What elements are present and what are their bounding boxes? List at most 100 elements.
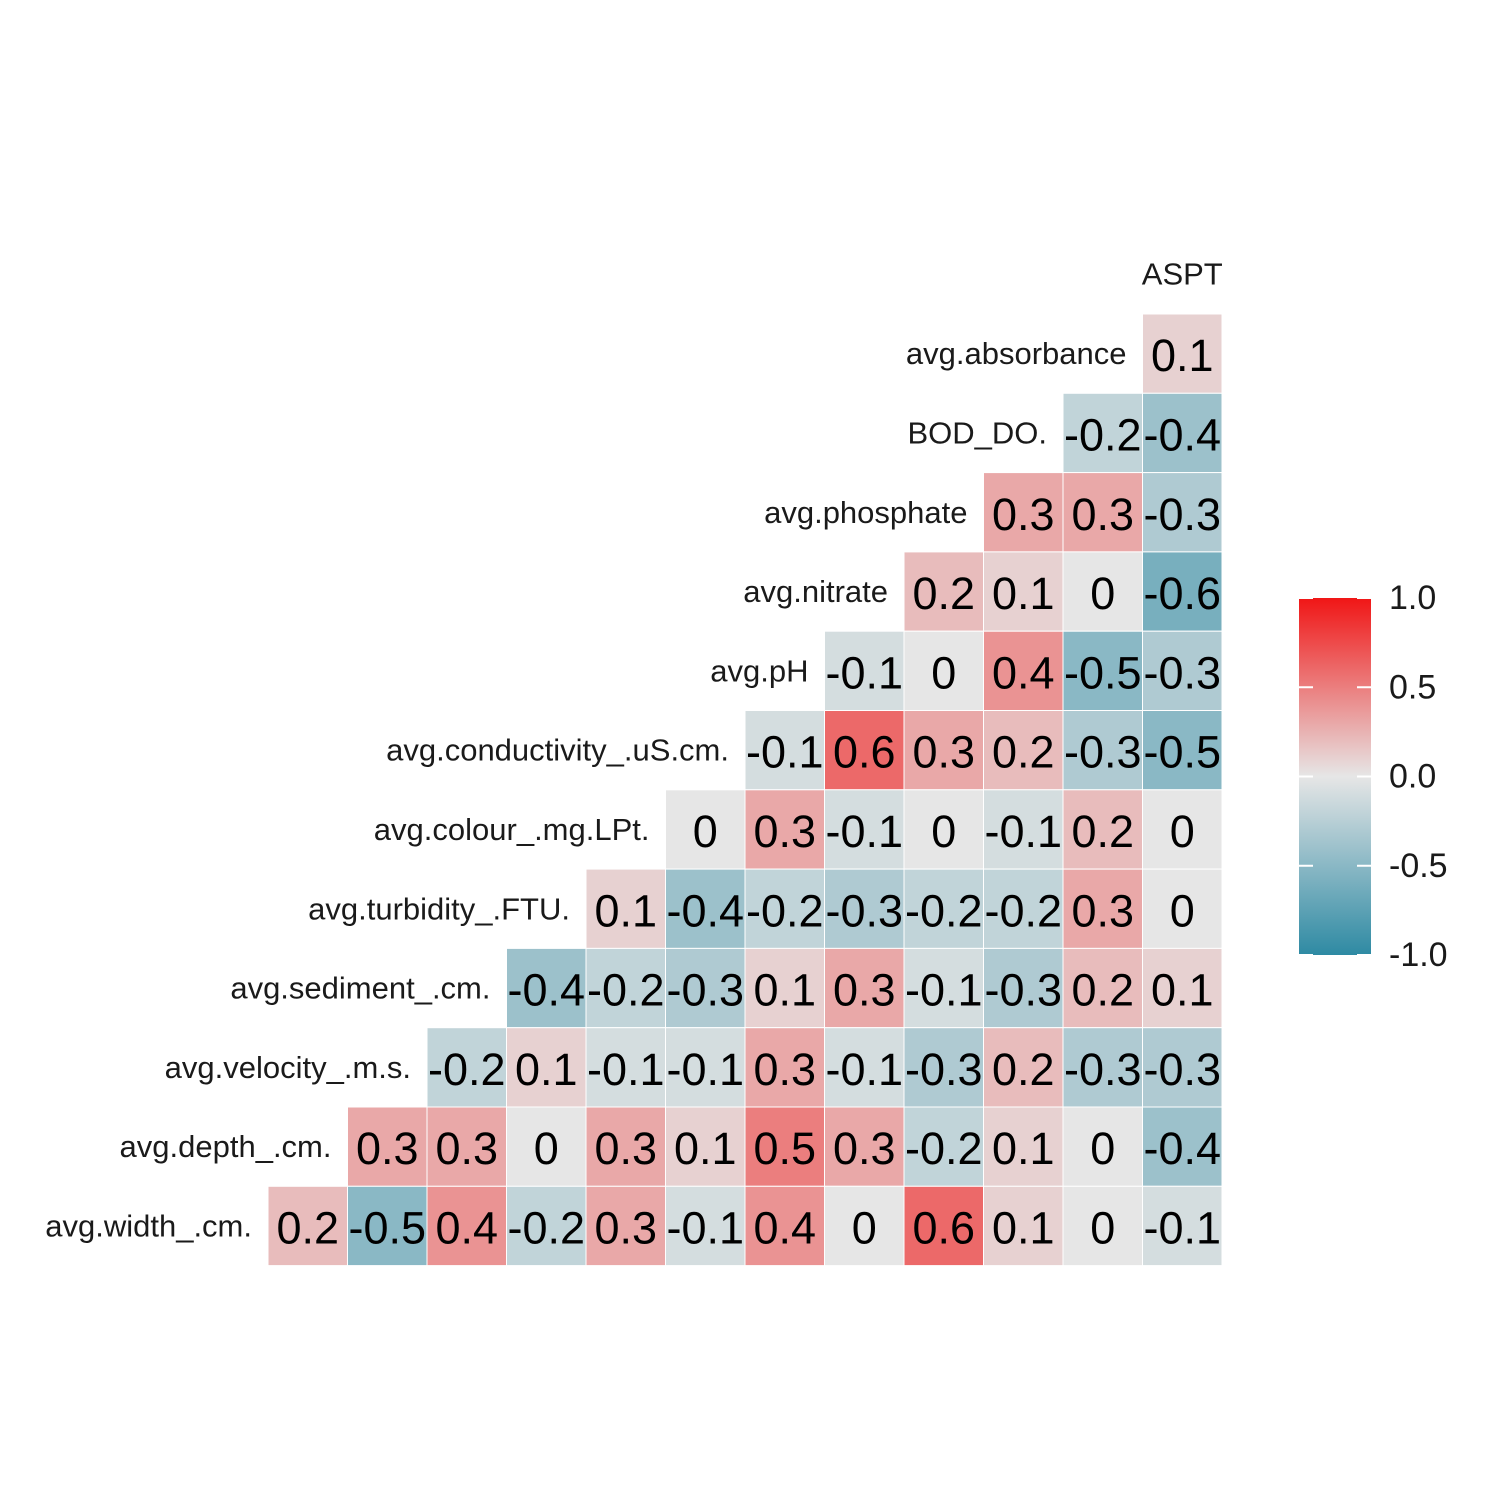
cell-value-label: 0.3	[992, 489, 1055, 540]
heatmap-cell	[983, 947, 1064, 1029]
row-label-avg-ph: avg.pH	[710, 653, 808, 688]
heatmap-cell	[665, 947, 746, 1029]
cell-value-label: -0.1	[746, 727, 824, 778]
cell-value-label: 0	[931, 647, 956, 698]
heatmap-cell	[983, 551, 1064, 632]
cell-value-label: 0.3	[912, 727, 975, 778]
heatmap-cell	[983, 1185, 1064, 1267]
cell-value-label: -0.3	[984, 965, 1062, 1016]
cell-value-label: 0	[1090, 1202, 1115, 1253]
cell-value-label: 0.2	[1071, 965, 1134, 1016]
heatmap-cell	[506, 947, 587, 1029]
heatmap-cell	[824, 1027, 905, 1108]
cell-value-label: -0.1	[984, 806, 1062, 857]
heatmap-cell	[347, 1106, 428, 1187]
cell-value-label: -0.2	[905, 885, 983, 936]
cell-value-label: 0.3	[833, 965, 896, 1016]
cell-value-label: 0.1	[1151, 330, 1214, 381]
cell-value-label: 0	[1090, 1123, 1115, 1174]
cell-value-label: 0.4	[992, 647, 1055, 698]
row-label-aspt: ASPT	[1142, 257, 1223, 292]
heatmap-cell	[824, 710, 905, 791]
cell-value-label: -0.1	[666, 1202, 744, 1253]
cell-value-label: 0.1	[992, 1202, 1055, 1253]
heatmap-cell	[1142, 313, 1223, 394]
heatmap-cell	[1142, 630, 1223, 712]
row-label-avg-conductivity-us-cm: avg.conductivity_.uS.cm.	[386, 733, 729, 768]
heatmap-cell	[585, 1185, 666, 1267]
legend-tick-label: 0.0	[1389, 758, 1436, 796]
legend-tick-label: -1.0	[1389, 936, 1448, 974]
cell-value-label: -0.1	[666, 1044, 744, 1095]
cell-value-label: -0.1	[825, 647, 903, 698]
cell-value-label: 0.3	[594, 1202, 657, 1253]
cell-value-label: 0.1	[1151, 965, 1214, 1016]
heatmap-cell	[983, 1106, 1064, 1187]
cell-value-label: 0.3	[356, 1123, 419, 1174]
cell-value-label: -0.3	[666, 965, 744, 1016]
cell-value-label: 0.2	[276, 1202, 339, 1253]
cell-value-label: -0.5	[1143, 727, 1221, 778]
legend-tick-label: 1.0	[1389, 579, 1436, 617]
cell-value-label: 0.6	[833, 727, 896, 778]
cell-value-label: 0	[693, 806, 718, 857]
heatmap-cell	[983, 710, 1064, 791]
heatmap-cell	[1142, 551, 1223, 632]
cell-value-label: 0.6	[912, 1202, 975, 1253]
heatmap-cell	[1062, 868, 1143, 949]
heatmap-cell	[1142, 392, 1223, 474]
heatmap-cell	[903, 789, 984, 870]
row-label-avg-width-cm: avg.width_.cm.	[45, 1208, 252, 1243]
heatmap-cell	[983, 1027, 1064, 1108]
color-legend: 1.0 0.5 0.0 -0.5 -1.0	[1299, 579, 1448, 974]
heatmap-cell	[1142, 789, 1223, 870]
cell-value-label: 0	[534, 1123, 559, 1174]
heatmap-cell	[1142, 1027, 1223, 1108]
heatmap-cell	[1062, 710, 1143, 791]
cell-value-label: 0.3	[1071, 489, 1134, 540]
cell-value-label: -0.3	[1064, 727, 1142, 778]
cell-value-label: -0.1	[587, 1044, 665, 1095]
cell-value-label: 0.1	[992, 568, 1055, 619]
cell-value-label: 0.3	[753, 806, 816, 857]
cell-value-label: 0.1	[594, 885, 657, 936]
cell-value-label: -0.2	[746, 885, 824, 936]
cell-value-label: 0.1	[992, 1123, 1055, 1174]
cell-value-label: 0	[852, 1202, 877, 1253]
heatmap-cell	[744, 1185, 825, 1267]
cell-value-label: -0.4	[1143, 409, 1221, 460]
cell-value-label: -0.4	[1143, 1123, 1221, 1174]
heatmap-cell	[744, 710, 825, 791]
cell-value-label: -0.2	[905, 1123, 983, 1174]
heatmap-cell	[744, 1106, 825, 1187]
cell-value-label: 0	[1090, 568, 1115, 619]
cell-value-label: 0.1	[753, 965, 816, 1016]
heatmap-cell	[744, 947, 825, 1029]
cell-value-label: 0.2	[1071, 806, 1134, 857]
row-label-avg-depth-cm: avg.depth_.cm.	[120, 1129, 332, 1164]
heatmap-cell	[1142, 1106, 1223, 1187]
heatmap-cell	[585, 1027, 666, 1108]
heatmap-cell	[506, 1027, 587, 1108]
heatmap-cell	[347, 1185, 428, 1267]
heatmap-cell	[824, 1185, 905, 1267]
cell-value-label: -0.3	[1064, 1044, 1142, 1095]
heatmap-cell	[267, 1185, 348, 1267]
cell-value-label: -0.3	[1143, 1044, 1221, 1095]
cell-value-label: -0.4	[666, 885, 744, 936]
heatmap-cell	[1142, 868, 1223, 949]
cell-value-label: -0.1	[825, 806, 903, 857]
heatmap-cell	[1142, 947, 1223, 1029]
heatmap-cell	[426, 1185, 507, 1267]
cell-value-label: -0.6	[1143, 568, 1221, 619]
cell-value-label: -0.5	[348, 1202, 426, 1253]
heatmap-cell	[983, 630, 1064, 712]
row-label-bod-do: BOD_DO.	[907, 415, 1047, 450]
cell-value-label: 0.3	[753, 1044, 816, 1095]
heatmap-cell	[665, 1027, 746, 1108]
heatmap-cell	[903, 1185, 984, 1267]
cell-value-label: 0.4	[753, 1202, 816, 1253]
heatmap-cell	[983, 472, 1064, 553]
cell-value-label: 0.2	[992, 727, 1055, 778]
